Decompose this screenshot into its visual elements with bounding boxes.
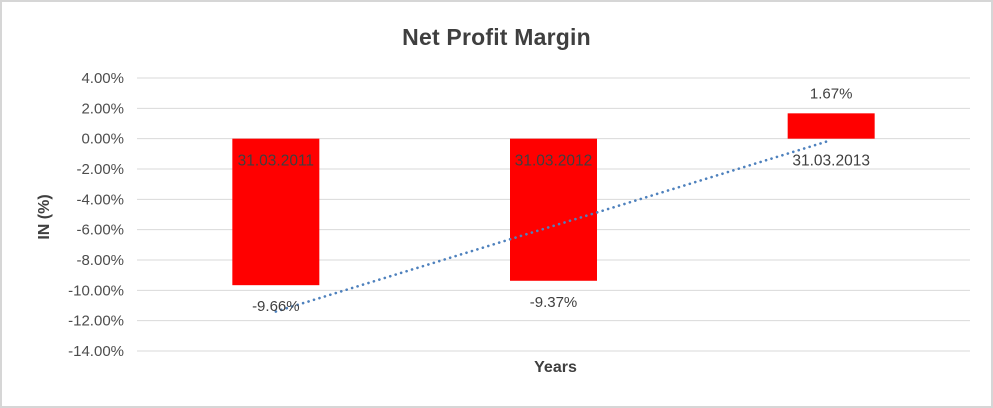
bar[interactable]: [787, 113, 875, 139]
y-tick-label: -6.00%: [76, 222, 124, 239]
bar[interactable]: [232, 138, 320, 286]
category-label: 31.03.2012: [515, 153, 593, 170]
y-tick-label: -2.00%: [76, 161, 124, 178]
y-tick-label: -12.00%: [68, 313, 124, 330]
y-tick-label: -14.00%: [68, 343, 124, 360]
y-tick-label: -10.00%: [68, 282, 124, 299]
y-tick-label: 4.00%: [81, 70, 124, 87]
value-label: -9.66%: [252, 298, 300, 315]
category-label: 31.03.2013: [792, 153, 870, 170]
y-tick-label: 0.00%: [81, 131, 124, 148]
x-axis-title: Years: [534, 359, 577, 376]
chart-title: Net Profit Margin: [402, 24, 591, 50]
category-label: 31.03.2011: [238, 153, 314, 170]
y-tick-label: 2.00%: [81, 100, 124, 117]
value-label: 1.67%: [810, 85, 853, 102]
bar[interactable]: [510, 138, 597, 281]
trendline[interactable]: [274, 138, 833, 313]
y-tick-label: -8.00%: [76, 252, 124, 269]
y-tick-label: -4.00%: [76, 191, 124, 208]
value-label: -9.37%: [530, 294, 578, 311]
